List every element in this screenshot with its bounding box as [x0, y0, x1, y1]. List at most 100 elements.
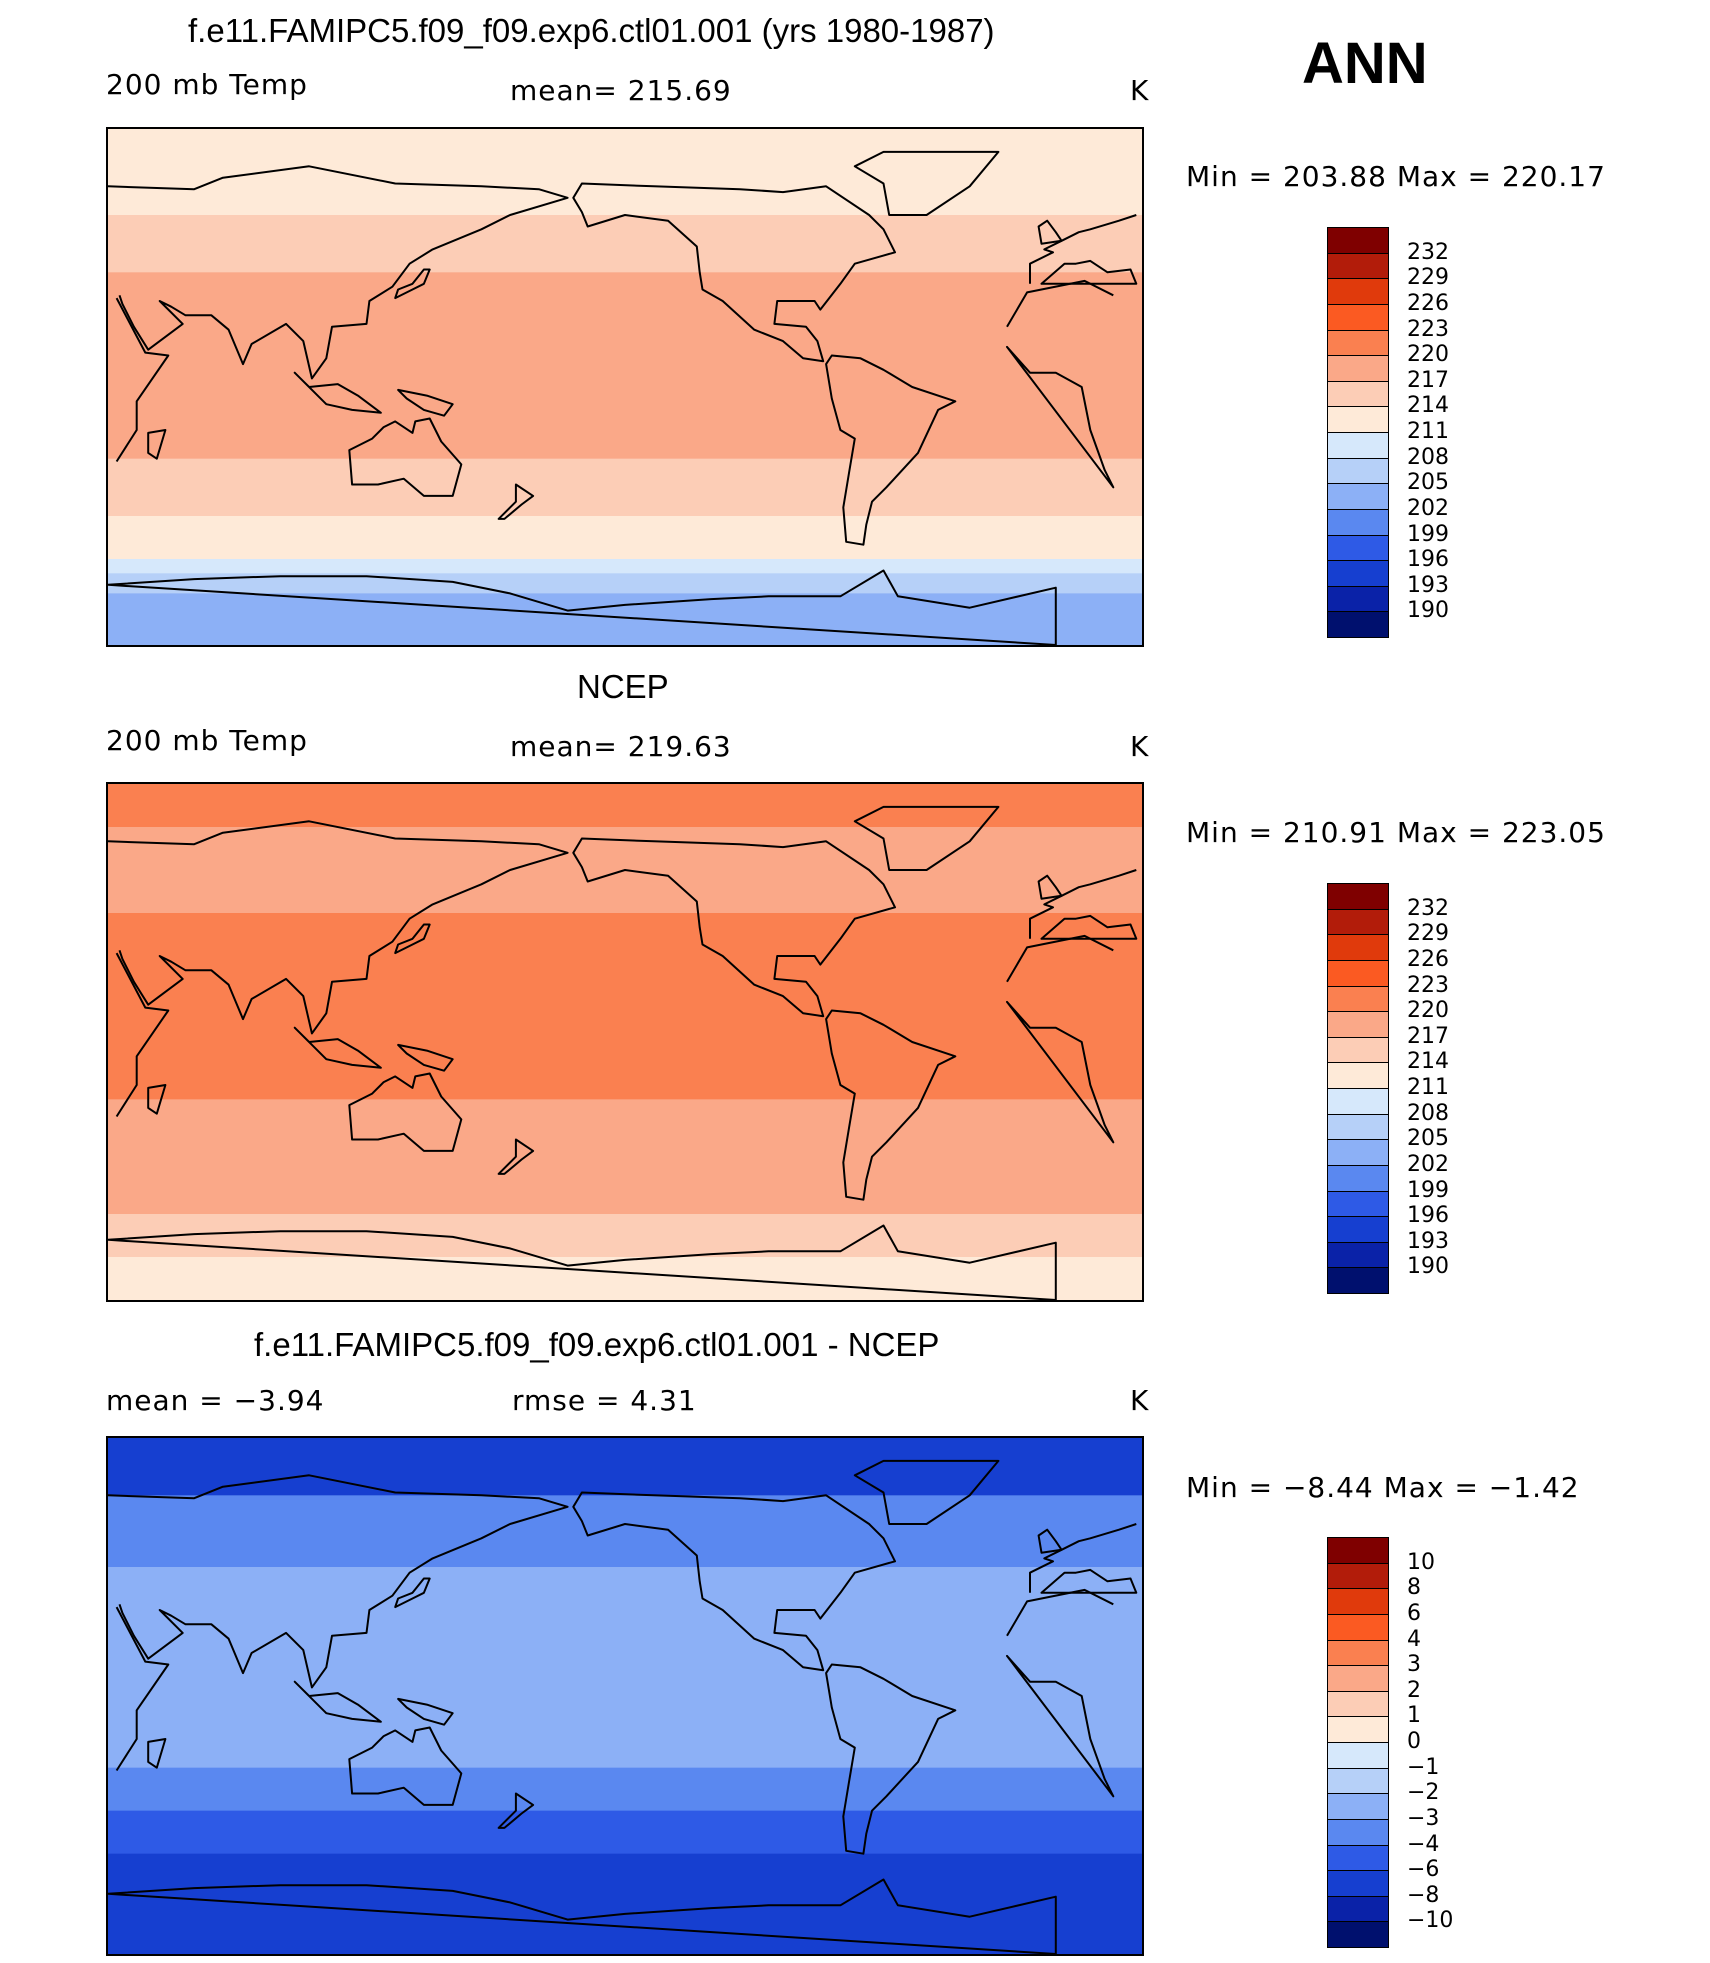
coastline-greenland — [853, 150, 1000, 216]
coastline-new-zealand — [497, 1138, 535, 1175]
colorbar-swatch — [1327, 1716, 1389, 1743]
colorbar-level-label: 214 — [1407, 393, 1449, 419]
colorbar-level-label: 229 — [1407, 265, 1449, 291]
coastline-new-zealand — [497, 1792, 535, 1829]
coastline-south-america — [825, 1663, 957, 1855]
contour-band — [108, 1767, 1142, 1812]
coastline-new-guinea — [397, 1697, 454, 1726]
panel1-minmax: Min = 203.88 Max = 220.17 — [1186, 160, 1606, 193]
panel2-map — [106, 782, 1144, 1302]
coastline-greenland — [853, 1459, 1000, 1525]
contour-band — [108, 593, 1142, 645]
coastline-antarctica — [108, 569, 1057, 645]
panel2-unit-label: K — [1130, 730, 1150, 763]
contour-band — [108, 1257, 1142, 1300]
colorbar-swatch — [1327, 1011, 1389, 1038]
panel2-mean-label: mean= 219.63 — [510, 730, 732, 763]
contour-band — [108, 215, 1142, 273]
coastline-uk — [1037, 1528, 1063, 1554]
colorbar-level-label: 211 — [1407, 1075, 1449, 1100]
contour-band — [108, 913, 1142, 1100]
coastline-africa — [115, 1588, 1115, 1798]
colorbar-level-label: 193 — [1407, 1228, 1449, 1254]
colorbar-swatch — [1327, 1190, 1389, 1218]
colorbar-swatch — [1327, 457, 1389, 485]
panel3-title: f.e11.FAMIPC5.f09_f09.exp6.ctl01.001 - N… — [254, 1326, 940, 1363]
colorbar-level-label: 223 — [1407, 972, 1449, 998]
colorbar-level-label: 202 — [1407, 495, 1449, 521]
colorbar-level-label: 202 — [1407, 1151, 1449, 1177]
panel2-title: NCEP — [577, 668, 669, 705]
colorbar-swatch — [1327, 508, 1389, 536]
colorbar-swatch — [1327, 252, 1389, 280]
coastline-indonesia — [293, 371, 382, 414]
colorbar-level-label: −3 — [1407, 1805, 1440, 1831]
colorbar-swatch — [1327, 278, 1389, 305]
contour-band — [108, 458, 1142, 517]
colorbar-swatch — [1327, 380, 1389, 408]
map-canvas — [108, 129, 1142, 645]
colorbar-level-label: 223 — [1407, 316, 1449, 342]
coastline-madagascar — [147, 1084, 167, 1115]
colorbar-level-label: −2 — [1407, 1780, 1440, 1806]
colorbar-level-label: 0 — [1407, 1729, 1421, 1754]
panel1-unit-label: K — [1130, 74, 1150, 107]
coastline-madagascar — [147, 429, 167, 460]
colorbar-swatch — [1327, 1639, 1389, 1667]
colorbar-swatch — [1327, 1870, 1389, 1897]
coastline-indonesia — [293, 1680, 382, 1723]
colorbar-level-label: 217 — [1407, 1023, 1449, 1049]
colorbar-swatch — [1327, 611, 1389, 638]
colorbar-level-label: 199 — [1407, 521, 1449, 547]
colorbar-level-label: 10 — [1407, 1549, 1435, 1575]
colorbar-level-label: −8 — [1407, 1882, 1440, 1908]
colorbar-level-label: 232 — [1407, 895, 1449, 921]
colorbar-level-label: −1 — [1407, 1754, 1440, 1780]
colorbar-swatch — [1327, 908, 1389, 936]
contour-band — [108, 1810, 1142, 1855]
panel1-colorbar: 232 229 226 223 220 217 214 211 208 205 202 199 196 1… — [1327, 227, 1449, 638]
colorbar-swatch — [1327, 1562, 1389, 1590]
panel3-map — [106, 1436, 1144, 1956]
colorbar-level-label: 190 — [1407, 1254, 1449, 1280]
coastline-antarctica — [108, 1878, 1057, 1954]
colorbar-level-label: −10 — [1407, 1908, 1454, 1934]
coastline-north-america — [572, 1491, 896, 1672]
colorbar-swatch — [1327, 1113, 1389, 1141]
panel1-variable-label: 200 mb Temp — [106, 68, 308, 101]
panel3-unit-label: K — [1130, 1384, 1150, 1417]
colorbar-swatch — [1327, 1062, 1389, 1089]
coastline-new-zealand — [497, 483, 535, 520]
coastline-japan — [394, 1577, 431, 1609]
colorbar-swatch — [1327, 329, 1389, 357]
coastline-australia — [348, 417, 463, 497]
colorbar-swatch — [1327, 1690, 1389, 1718]
panel3-colorbar: 10 8 6 4 3 2 1 0 −1 −2 −3 −4 −6 −8 −10 — [1327, 1537, 1453, 1948]
panel1-map — [106, 127, 1144, 647]
colorbar-swatch — [1327, 1818, 1389, 1846]
contour-band — [108, 129, 1142, 216]
map-canvas — [108, 784, 1142, 1300]
colorbar-swatch — [1327, 959, 1389, 987]
colorbar-level-label: 193 — [1407, 572, 1449, 598]
coastline-new-guinea — [397, 1043, 454, 1072]
colorbar-swatch — [1327, 1613, 1389, 1641]
contour-band — [108, 573, 1142, 594]
colorbar-swatch — [1327, 985, 1389, 1013]
coastline-australia — [348, 1072, 463, 1152]
colorbar-level-label: 4 — [1407, 1626, 1421, 1652]
colorbar-swatch — [1327, 1665, 1389, 1692]
colorbar-swatch — [1327, 1537, 1389, 1564]
colorbar-swatch — [1327, 1921, 1389, 1948]
colorbar-swatch — [1327, 406, 1389, 433]
colorbar-swatch — [1327, 1895, 1389, 1923]
colorbar-level-label: 196 — [1407, 1203, 1449, 1229]
colorbar-swatch — [1327, 1767, 1389, 1795]
colorbar-level-label: 208 — [1407, 1100, 1449, 1126]
contour-band — [108, 272, 1142, 460]
coastline-africa — [115, 934, 1115, 1144]
colorbar-level-label: −4 — [1407, 1831, 1440, 1857]
colorbar-level-label: 211 — [1407, 419, 1449, 444]
panel1-mean-label: mean= 215.69 — [510, 74, 732, 107]
contour-band — [108, 1567, 1142, 1769]
